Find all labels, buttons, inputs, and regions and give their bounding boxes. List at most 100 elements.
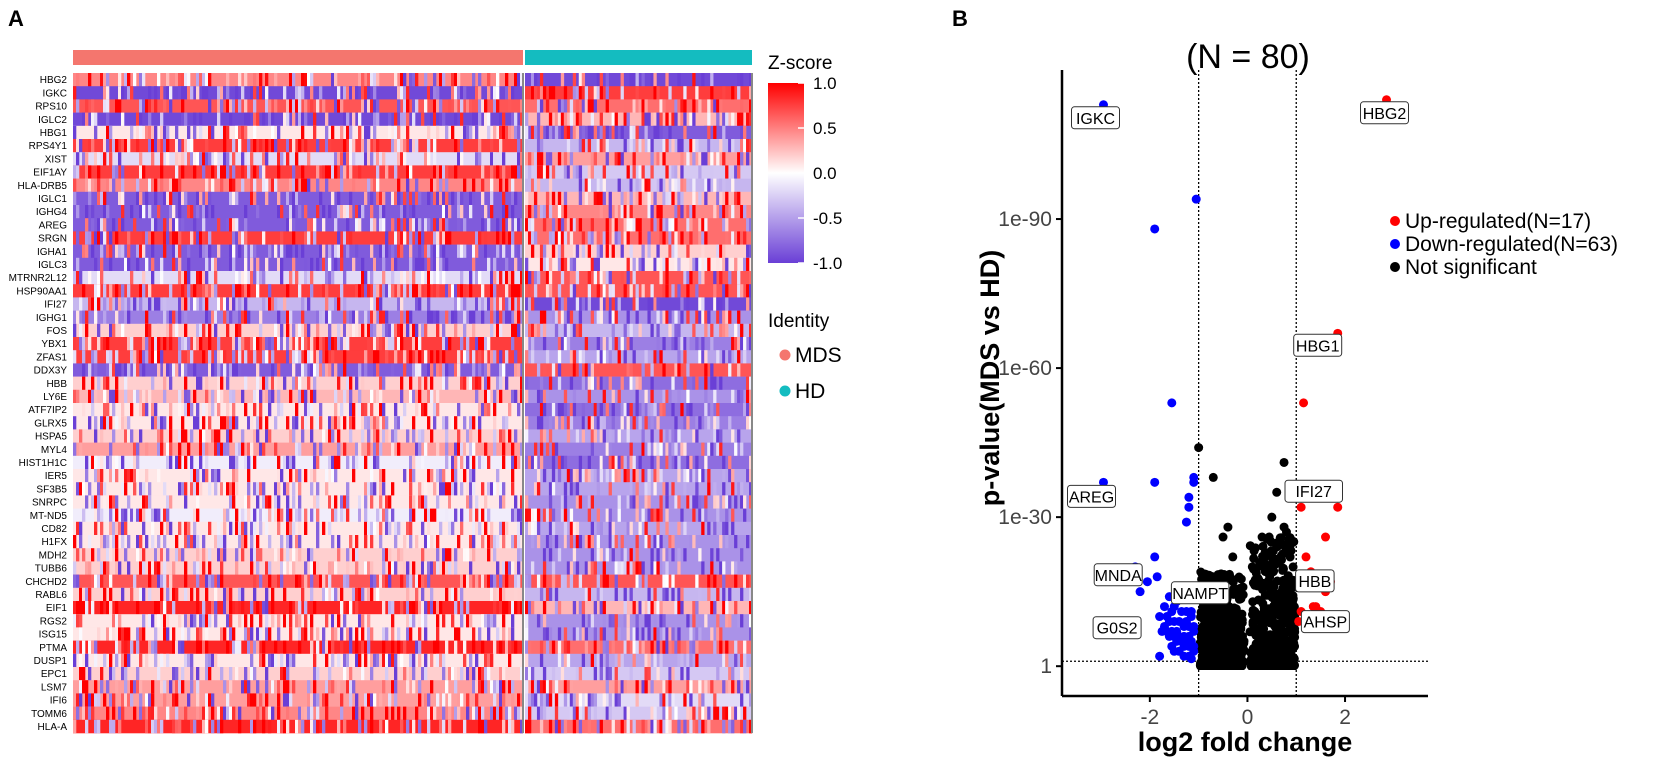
heatmap-cell: [570, 271, 573, 285]
gene-label: IGLC3: [38, 260, 67, 271]
heatmap-cell: [528, 667, 531, 681]
heatmap-cell: [597, 284, 600, 298]
heatmap-cell: [454, 469, 457, 483]
heatmap-cell: [295, 469, 298, 483]
heatmap-cell: [151, 271, 154, 285]
heatmap-cell: [157, 614, 160, 628]
heatmap-cell: [229, 495, 232, 509]
heatmap-cell: [424, 693, 427, 707]
heatmap-cell: [367, 429, 370, 443]
heatmap-cell: [409, 284, 412, 298]
heatmap-cell: [367, 561, 370, 575]
heatmap-cell: [540, 99, 543, 113]
heatmap-cell: [343, 495, 346, 509]
heatmap-cell: [621, 86, 624, 100]
heatmap-cell: [659, 152, 662, 166]
heatmap-cell: [310, 641, 313, 655]
heatmap-cell: [232, 456, 235, 470]
heatmap-cell: [457, 284, 460, 298]
heatmap-cell: [487, 535, 490, 549]
heatmap-cell: [370, 627, 373, 641]
heatmap-cell: [442, 416, 445, 430]
heatmap-cell: [588, 614, 591, 628]
heatmap-cell: [716, 192, 719, 206]
heatmap-cell: [585, 588, 588, 602]
heatmap-cell: [463, 350, 466, 364]
heatmap-cell: [564, 482, 567, 496]
heatmap-cell: [178, 152, 181, 166]
heatmap-cell: [292, 561, 295, 575]
heatmap-cell: [130, 641, 133, 655]
heatmap-cell: [340, 284, 343, 298]
heatmap-cell: [484, 443, 487, 457]
heatmap-cell: [346, 456, 349, 470]
heatmap-cell: [630, 443, 633, 457]
heatmap-cell: [388, 654, 391, 668]
heatmap-cell: [579, 535, 582, 549]
heatmap-cell: [653, 73, 656, 87]
heatmap-cell: [277, 363, 280, 377]
heatmap-cell: [618, 350, 621, 364]
heatmap-cell: [630, 588, 633, 602]
heatmap-cell: [322, 258, 325, 272]
heatmap-cell: [528, 297, 531, 311]
heatmap-cell: [534, 509, 537, 522]
heatmap-cell: [517, 165, 520, 179]
heatmap-cell: [665, 561, 668, 575]
heatmap-cell: [418, 495, 421, 509]
heatmap-cell: [229, 297, 232, 311]
heatmap-cell: [91, 218, 94, 232]
heatmap-cell: [247, 416, 250, 430]
heatmap-cell: [716, 627, 719, 641]
heatmap-cell: [415, 535, 418, 549]
heatmap-cell: [427, 192, 430, 206]
heatmap-cell: [214, 588, 217, 602]
heatmap-cell: [349, 390, 352, 404]
gene-label: IGHG4: [36, 207, 68, 218]
heatmap-cell: [722, 522, 725, 536]
heatmap-cell: [253, 456, 256, 470]
heatmap-cell: [352, 680, 355, 694]
heatmap-cell: [181, 99, 184, 113]
heatmap-cell: [130, 680, 133, 694]
heatmap-cell: [391, 614, 394, 628]
heatmap-cell: [469, 443, 472, 457]
heatmap-cell: [686, 403, 689, 417]
heatmap-cell: [630, 192, 633, 206]
heatmap-cell: [178, 139, 181, 153]
heatmap-cell: [567, 416, 570, 430]
heatmap-cell: [316, 720, 319, 734]
heatmap-cell: [295, 443, 298, 457]
heatmap-cell: [205, 614, 208, 628]
heatmap-cell: [364, 311, 367, 325]
heatmap-cell: [136, 192, 139, 206]
heatmap-cell: [370, 311, 373, 325]
heatmap-cell: [244, 271, 247, 285]
heatmap-cell: [202, 231, 205, 245]
heatmap-cell: [606, 231, 609, 245]
heatmap-cell: [478, 667, 481, 681]
heatmap-cell: [624, 205, 627, 219]
heatmap-cell: [352, 416, 355, 430]
heatmap-cell: [531, 218, 534, 232]
heatmap-cell: [184, 588, 187, 602]
heatmap-cell: [406, 561, 409, 575]
heatmap-cell: [334, 561, 337, 575]
heatmap-cell: [73, 179, 76, 193]
heatmap-cell: [172, 641, 175, 655]
heatmap-cell: [100, 667, 103, 681]
heatmap-cell: [650, 73, 653, 87]
heatmap-cell: [552, 86, 555, 100]
heatmap-cell: [627, 258, 630, 272]
heatmap-cell: [695, 337, 698, 351]
heatmap-cell: [115, 231, 118, 245]
heatmap-cell: [217, 548, 220, 562]
heatmap-cell: [178, 192, 181, 206]
heatmap-cell: [379, 337, 382, 351]
heatmap-cell: [689, 271, 692, 285]
heatmap-cell: [391, 337, 394, 351]
heatmap-cell: [671, 482, 674, 496]
heatmap-cell: [355, 456, 358, 470]
heatmap-cell: [358, 363, 361, 377]
heatmap-cell: [355, 707, 358, 721]
